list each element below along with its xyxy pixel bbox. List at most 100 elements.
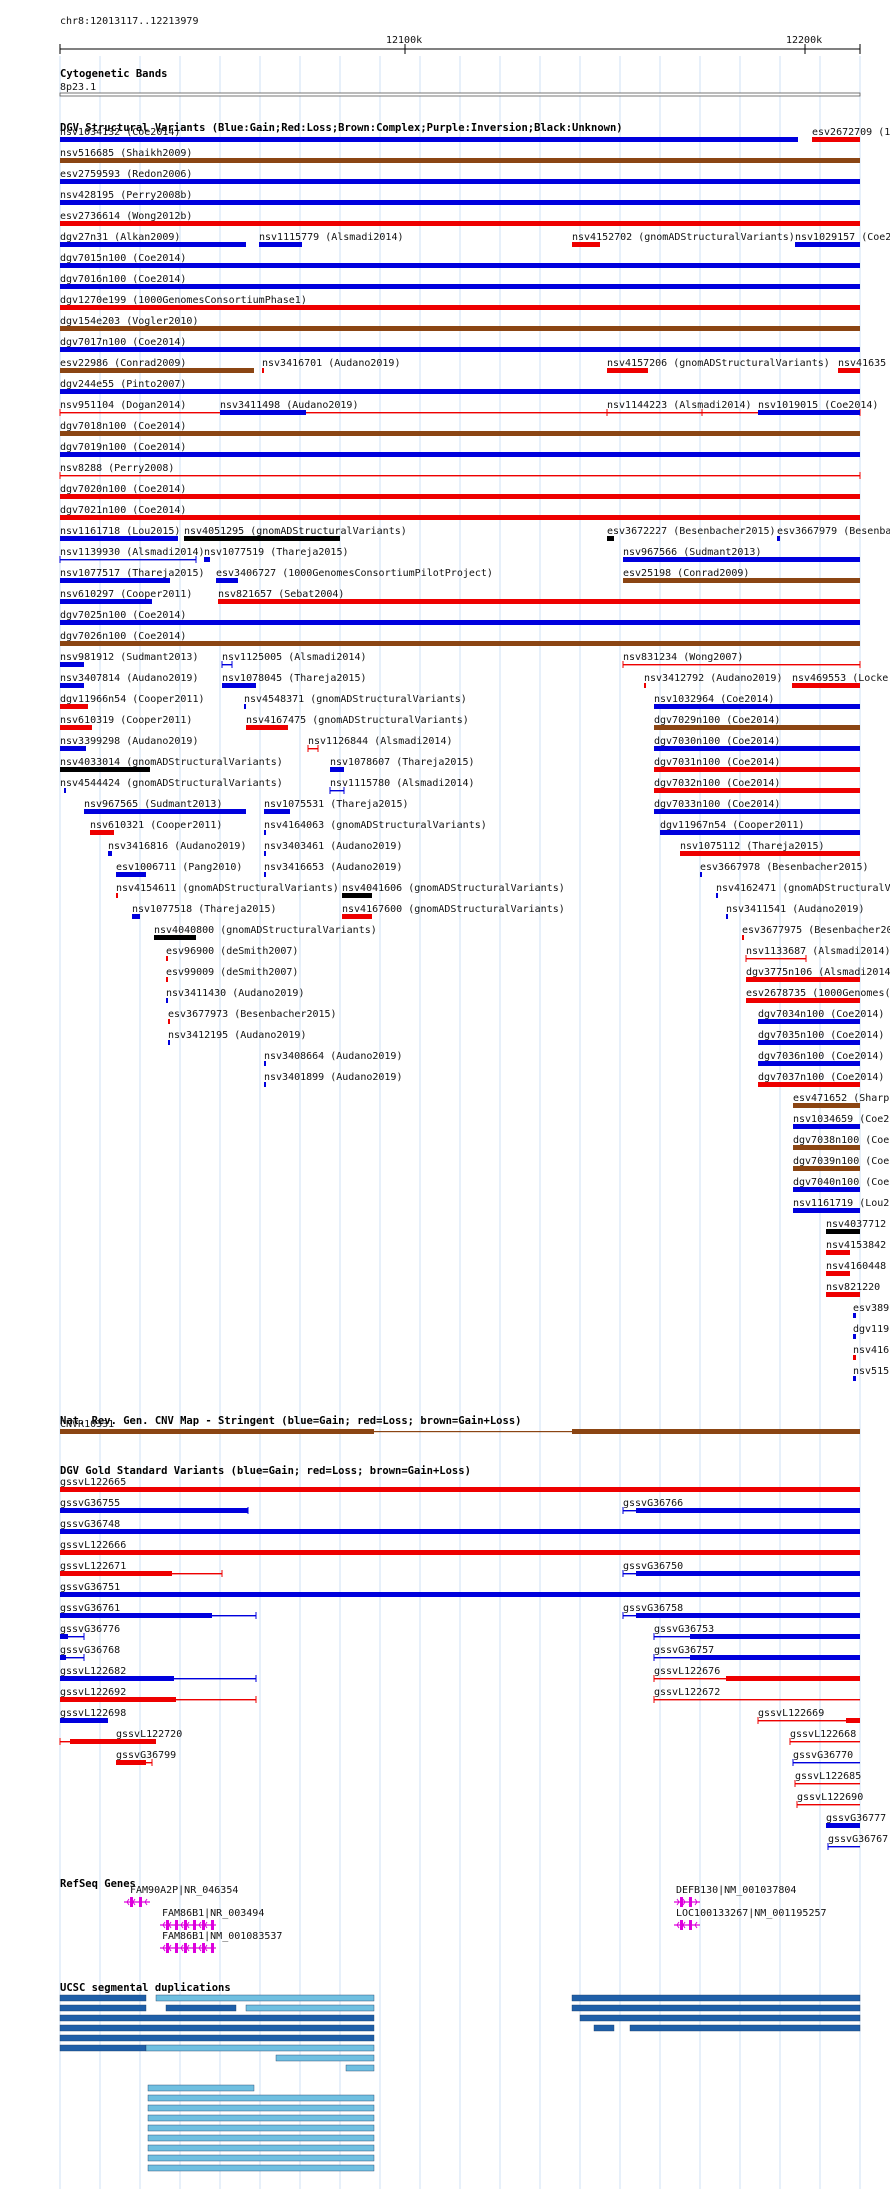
gold-variant-feature[interactable]: gssvL122676 [653, 1666, 860, 1682]
variant-bar[interactable] [60, 704, 88, 709]
variant-feature[interactable]: nsv1115779 (Alsmadi2014) [259, 232, 404, 247]
variant-bar[interactable] [60, 662, 84, 667]
variant-bar[interactable] [204, 557, 210, 562]
variant-bar[interactable] [264, 851, 266, 856]
variant-bar[interactable] [220, 410, 306, 415]
gold-variant-bar[interactable] [846, 1718, 860, 1723]
gold-variant-bar[interactable] [726, 1676, 860, 1681]
variant-feature[interactable]: dgv11967n54 (Cooper2011) [660, 820, 860, 835]
variant-bar[interactable] [654, 746, 860, 751]
gold-variant-bar[interactable] [690, 1655, 860, 1660]
variant-feature[interactable]: dgv7038n100 (Coe [793, 1135, 889, 1150]
variant-feature[interactable]: nsv1034132 (Coe2014) [60, 127, 798, 142]
variant-bar[interactable] [116, 893, 118, 898]
variant-bar[interactable] [60, 263, 860, 268]
variant-bar[interactable] [654, 704, 860, 709]
variant-bar[interactable] [60, 725, 92, 730]
variant-feature[interactable]: nsv3401899 (Audano2019) [264, 1072, 402, 1087]
segdup-block[interactable] [165, 2004, 237, 2012]
gold-variant-bar[interactable] [826, 1823, 860, 1828]
gold-variant-feature[interactable]: gssvL122698 [60, 1708, 126, 1723]
variant-feature[interactable]: nsv416 [853, 1345, 889, 1360]
segdup-block[interactable] [147, 2124, 375, 2132]
variant-feature[interactable]: esv3672227 (Besenbacher2015) [607, 526, 776, 541]
variant-feature[interactable]: esv1006711 (Pang2010) [116, 862, 242, 877]
variant-bar[interactable] [623, 557, 860, 562]
variant-bar[interactable] [853, 1376, 856, 1381]
variant-feature[interactable]: nsv967565 (Sudmant2013) [84, 799, 246, 814]
variant-feature[interactable]: nsv1144223 (Alsmadi2014) [606, 400, 752, 416]
variant-bar[interactable] [777, 536, 780, 541]
segdup-block[interactable] [59, 1994, 147, 2002]
variant-feature[interactable]: nsv610297 (Cooper2011) [60, 589, 192, 604]
variant-bar[interactable] [60, 284, 860, 289]
gold-variant-feature[interactable]: gssvG36776 [60, 1624, 120, 1640]
variant-bar[interactable] [166, 977, 168, 982]
variant-feature[interactable]: nsv821220 [826, 1282, 880, 1297]
variant-feature[interactable]: dgv7015n100 (Coe2014) [60, 253, 860, 268]
variant-bar[interactable] [853, 1334, 856, 1339]
variant-bar[interactable] [264, 830, 266, 835]
gold-variant-feature[interactable]: gssvG36799 [116, 1750, 176, 1766]
gene-feature[interactable]: FAM86B1|NM_001083537 [160, 1931, 282, 1953]
variant-bar[interactable] [60, 137, 798, 142]
variant-bar[interactable] [644, 683, 646, 688]
variant-feature[interactable]: nsv1034659 (Coe2 [793, 1114, 889, 1129]
variant-feature[interactable]: esv2736614 (Wong2012b) [60, 211, 860, 226]
gold-variant-bar[interactable] [60, 1571, 172, 1576]
gold-variant-feature[interactable]: gssvL122669 [757, 1708, 860, 1724]
variant-feature[interactable]: esv3677973 (Besenbacher2015) [168, 1009, 337, 1024]
variant-bar[interactable] [654, 788, 860, 793]
gold-variant-bar[interactable] [60, 1634, 68, 1639]
variant-bar[interactable] [84, 809, 246, 814]
variant-feature[interactable]: esv2759593 (Redon2006) [60, 169, 860, 184]
gold-variant-feature[interactable]: gssvG36770 [792, 1750, 860, 1766]
cnv-bar[interactable] [60, 1429, 374, 1434]
variant-bar[interactable] [660, 830, 860, 835]
variant-feature[interactable]: nsv8288 (Perry2008) [59, 463, 861, 479]
variant-bar[interactable] [793, 1124, 860, 1129]
variant-bar[interactable] [222, 664, 232, 666]
variant-bar[interactable] [60, 515, 860, 520]
variant-feature[interactable]: nsv1161718 (Lou2015) [60, 526, 180, 541]
variant-feature[interactable]: nsv515 [853, 1366, 889, 1381]
variant-bar[interactable] [222, 683, 256, 688]
variant-bar[interactable] [166, 998, 168, 1003]
variant-feature[interactable]: nsv1075531 (Thareja2015) [264, 799, 409, 814]
variant-feature[interactable]: nsv3403461 (Audano2019) [264, 841, 402, 856]
segdup-block[interactable] [245, 2004, 375, 2012]
variant-feature[interactable]: dgv7016n100 (Coe2014) [60, 274, 860, 289]
variant-bar[interactable] [654, 809, 860, 814]
variant-feature[interactable]: dgv7030n100 (Coe2014) [654, 736, 860, 751]
variant-bar[interactable] [60, 494, 860, 499]
variant-bar[interactable] [654, 767, 860, 772]
variant-feature[interactable]: dgv154e203 (Vogler2010) [60, 316, 860, 331]
variant-feature[interactable]: dgv244e55 (Pinto2007) [60, 379, 860, 394]
gold-variant-feature[interactable]: gssvG36755 [60, 1498, 249, 1514]
variant-bar[interactable] [108, 851, 112, 856]
variant-feature[interactable]: esv2678735 (1000Genomes( [746, 988, 890, 1003]
variant-bar[interactable] [572, 242, 600, 247]
variant-feature[interactable]: dgv7018n100 (Coe2014) [60, 421, 860, 436]
variant-bar[interactable] [607, 368, 648, 373]
variant-feature[interactable]: dgv7025n100 (Coe2014) [60, 610, 860, 625]
variant-bar[interactable] [746, 977, 860, 982]
variant-feature[interactable]: esv2672709 (1 [812, 127, 890, 142]
gold-variant-feature[interactable]: gssvG36768 [60, 1645, 120, 1661]
variant-feature[interactable]: nsv3416653 (Audano2019) [264, 862, 402, 877]
gold-variant-feature[interactable]: gssvL122692 [60, 1687, 257, 1703]
variant-bar[interactable] [792, 683, 860, 688]
segdup-block[interactable] [59, 2014, 375, 2022]
gold-variant-feature[interactable]: gssvG36766 [622, 1498, 860, 1514]
variant-feature[interactable]: nsv3416816 (Audano2019) [108, 841, 246, 856]
variant-feature[interactable]: nsv4152702 (gnomADStructuralVariants) [572, 232, 795, 247]
variant-bar[interactable] [758, 1019, 860, 1024]
variant-feature[interactable]: nsv4167600 (gnomADStructuralVariants) [342, 904, 565, 919]
variant-bar[interactable] [826, 1292, 860, 1297]
variant-bar[interactable] [264, 1082, 266, 1087]
variant-bar[interactable] [795, 242, 860, 247]
variant-bar[interactable] [700, 872, 702, 877]
variant-feature[interactable]: nsv1125005 (Alsmadi2014) [221, 652, 367, 668]
variant-feature[interactable]: nsv3412792 (Audano2019) [644, 673, 782, 688]
variant-feature[interactable]: nsv516685 (Shaikh2009) [60, 148, 860, 163]
